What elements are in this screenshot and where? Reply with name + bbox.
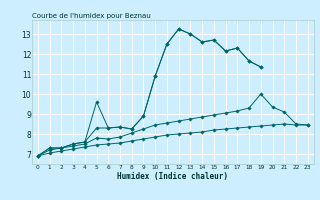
X-axis label: Humidex (Indice chaleur): Humidex (Indice chaleur) xyxy=(117,172,228,181)
Text: Courbe de l'humidex pour Beznau: Courbe de l'humidex pour Beznau xyxy=(32,13,151,19)
